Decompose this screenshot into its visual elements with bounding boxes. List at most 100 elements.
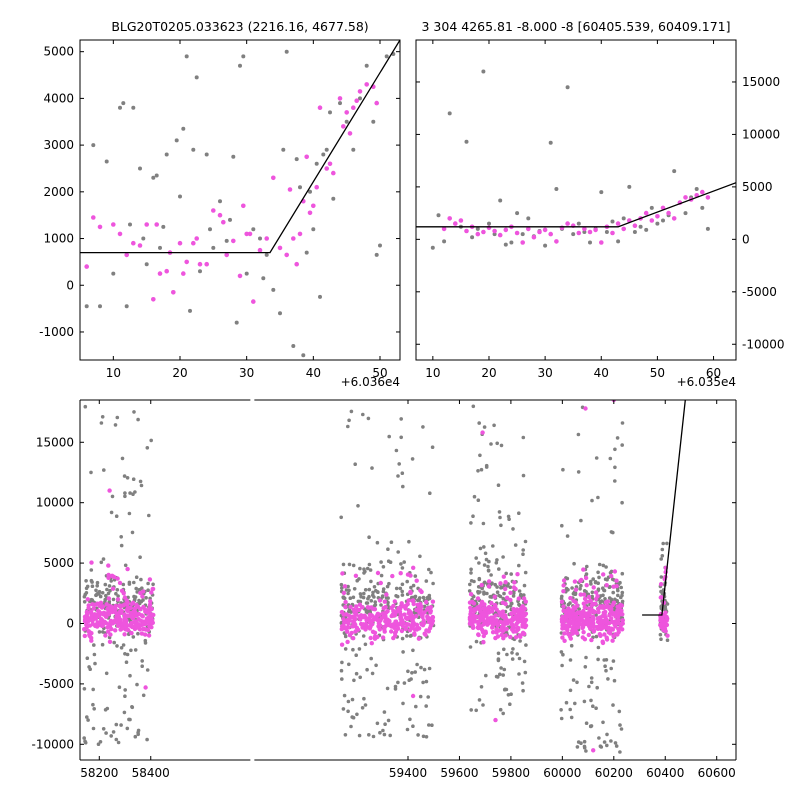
magenta-data-point — [414, 578, 419, 583]
gray-data-point — [339, 668, 344, 673]
gray-data-point — [416, 598, 420, 603]
gray-data-point — [124, 304, 129, 309]
gray-data-point — [596, 587, 601, 591]
magenta-data-point — [141, 621, 147, 626]
magenta-data-point — [264, 236, 270, 241]
gray-data-point — [339, 582, 344, 587]
gray-data-point — [114, 591, 118, 596]
magenta-data-point — [150, 586, 156, 592]
gray-data-point — [89, 578, 94, 583]
gray-data-point — [339, 515, 344, 520]
gray-data-point — [442, 239, 447, 244]
gray-data-point — [363, 569, 367, 574]
gray-data-point — [409, 585, 413, 590]
gray-data-point — [385, 584, 390, 589]
gray-data-point — [503, 687, 507, 692]
gray-data-point — [351, 715, 356, 720]
gray-data-point — [559, 708, 563, 712]
magenta-data-point — [385, 609, 390, 614]
gray-data-point — [494, 561, 499, 565]
gray-data-point — [502, 591, 506, 596]
gray-data-point — [363, 588, 368, 592]
magenta-data-point — [486, 579, 492, 584]
magenta-data-point — [596, 609, 601, 615]
gray-data-point — [478, 453, 482, 458]
magenta-data-point — [354, 611, 359, 617]
magenta-data-point — [372, 607, 378, 612]
gray-data-point — [131, 635, 136, 639]
gray-data-point — [495, 558, 499, 562]
magenta-data-point — [614, 578, 619, 583]
gray-data-point — [351, 595, 356, 600]
magenta-data-point — [353, 573, 359, 578]
x-offset-label-right: +6.035e4 — [677, 375, 736, 389]
gray-data-point — [131, 105, 136, 110]
magenta-data-point — [526, 226, 531, 232]
gray-data-point — [486, 564, 490, 569]
gray-data-point — [86, 718, 90, 722]
gray-data-point — [517, 511, 521, 515]
gray-data-point — [380, 594, 385, 598]
gray-data-point — [588, 240, 592, 245]
gray-data-point — [515, 652, 519, 656]
gray-data-point — [495, 590, 500, 594]
magenta-data-point — [164, 268, 169, 274]
gray-data-point — [464, 139, 469, 144]
fit-line — [80, 40, 400, 254]
magenta-data-point — [500, 609, 506, 614]
gray-data-point — [621, 216, 626, 221]
magenta-data-point — [360, 605, 365, 610]
magenta-data-point — [383, 614, 388, 619]
gray-data-point — [110, 494, 115, 499]
gray-data-point — [118, 105, 122, 110]
magenta-data-point — [380, 635, 386, 640]
gray-data-point — [360, 706, 365, 710]
magenta-data-point — [110, 586, 116, 591]
magenta-data-point — [464, 228, 469, 234]
gray-data-point — [603, 597, 607, 601]
gray-data-point — [108, 588, 112, 593]
magenta-data-point — [149, 612, 154, 617]
magenta-data-point — [89, 613, 94, 619]
magenta-data-point — [348, 604, 353, 610]
gray-data-point — [100, 415, 105, 419]
gray-data-point — [98, 304, 102, 309]
gray-data-point — [521, 473, 526, 478]
magenta-data-point — [147, 577, 153, 582]
magenta-data-point — [601, 610, 606, 615]
magenta-data-point — [520, 630, 526, 635]
gray-data-point — [480, 586, 485, 591]
gray-data-point — [400, 566, 405, 570]
magenta-data-point — [360, 625, 365, 630]
gray-data-point — [596, 657, 600, 662]
gray-data-point — [370, 466, 374, 470]
magenta-data-point — [364, 618, 369, 623]
magenta-data-point — [492, 618, 497, 623]
magenta-data-point — [381, 606, 386, 611]
magenta-data-point — [494, 607, 499, 612]
gray-data-point — [123, 688, 127, 692]
magenta-data-point — [649, 218, 655, 223]
gray-data-point — [91, 687, 95, 692]
gray-data-point — [120, 456, 125, 461]
gray-data-point — [346, 424, 350, 429]
x-tick-label: 59400 — [389, 766, 427, 780]
gray-data-point — [82, 600, 87, 604]
gray-data-point — [616, 593, 620, 598]
gray-data-point — [109, 734, 113, 738]
magenta-data-point — [663, 622, 668, 628]
gray-data-point — [115, 415, 120, 420]
magenta-data-point — [490, 606, 495, 611]
magenta-data-point — [410, 598, 416, 603]
magenta-data-point — [344, 110, 350, 115]
gray-data-point — [584, 572, 589, 576]
magenta-data-point — [148, 599, 153, 604]
magenta-data-point — [581, 601, 586, 606]
gray-data-point — [364, 609, 369, 614]
gray-data-point — [568, 601, 572, 605]
gray-data-point — [188, 308, 192, 313]
magenta-data-point — [365, 605, 371, 610]
gray-data-point — [133, 648, 138, 652]
magenta-data-point — [351, 636, 356, 641]
gray-data-point — [424, 679, 429, 684]
